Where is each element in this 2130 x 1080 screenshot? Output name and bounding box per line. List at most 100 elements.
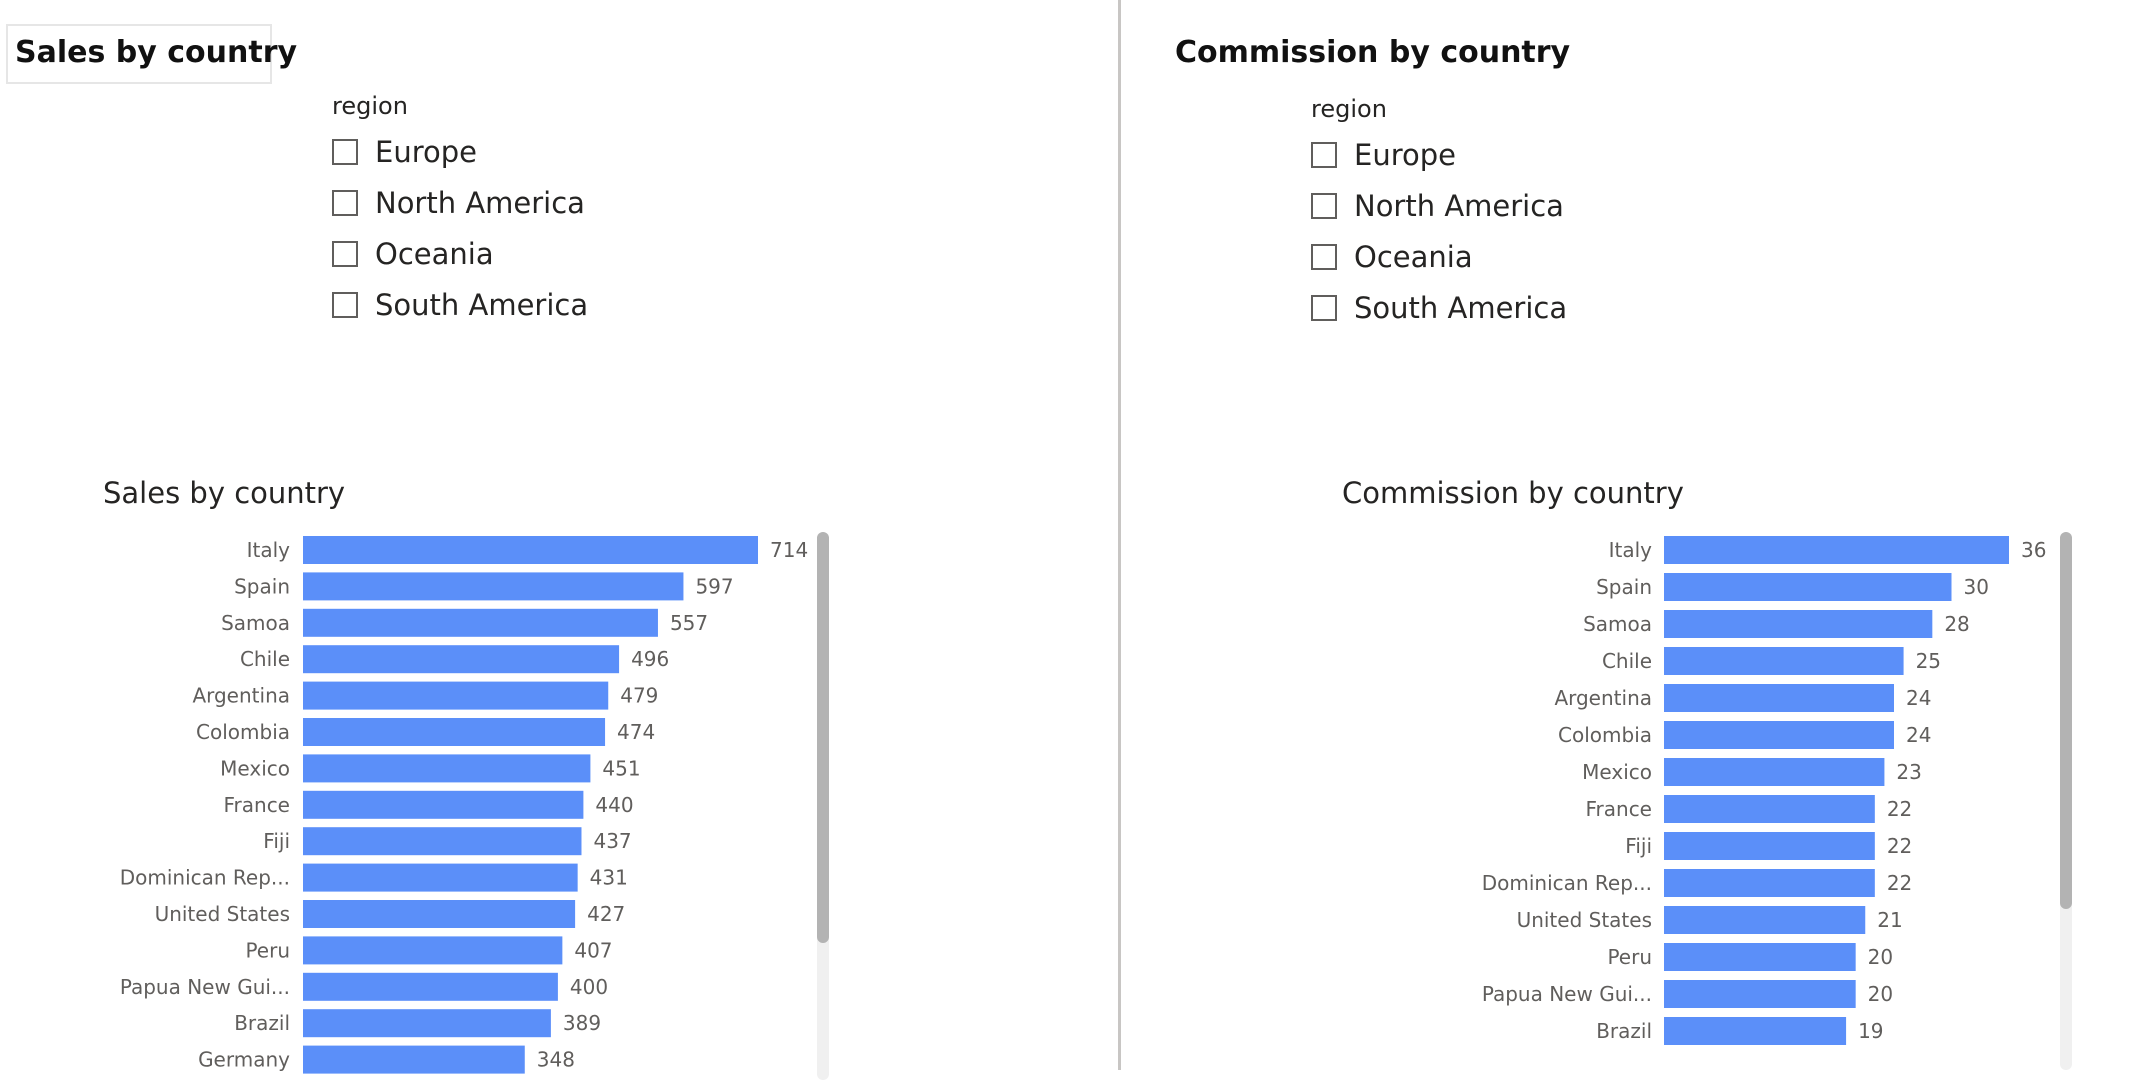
- data-label: 714: [770, 538, 808, 562]
- category-label: Colombia: [196, 720, 290, 744]
- slicer-item-label: South America: [375, 287, 589, 322]
- bar[interactable]: [1664, 536, 2009, 564]
- bar[interactable]: [1664, 758, 1885, 786]
- data-label: 557: [670, 611, 708, 635]
- data-label: 437: [593, 829, 631, 853]
- bar[interactable]: [303, 972, 558, 1001]
- category-label: Italy: [1609, 538, 1653, 562]
- bar[interactable]: [1664, 610, 1933, 638]
- chart-scrollbar[interactable]: [2060, 532, 2072, 1070]
- slicer-item-europe[interactable]: Europe: [1311, 129, 1567, 180]
- data-label: 30: [1964, 575, 1989, 599]
- sales-bar-chart[interactable]: Italy 714 Spain 597 Samoa 557 Chile 496 Argentin…: [100, 532, 830, 1080]
- category-label: Germany: [198, 1048, 290, 1072]
- category-label: Papua New Gui...: [120, 975, 290, 999]
- data-label: 474: [617, 720, 655, 744]
- scrollbar-thumb[interactable]: [2060, 532, 2072, 909]
- slicer-item-oceania[interactable]: Oceania: [332, 228, 588, 279]
- data-label: 479: [620, 684, 658, 708]
- bar[interactable]: [303, 827, 582, 856]
- data-label: 451: [602, 756, 640, 780]
- checkbox[interactable]: [332, 189, 358, 216]
- bar[interactable]: [303, 1045, 525, 1074]
- category-label: Spain: [1596, 575, 1652, 599]
- slicer-item-oceania[interactable]: Oceania: [1311, 231, 1567, 282]
- bar[interactable]: [1664, 906, 1866, 934]
- data-label: 28: [1944, 612, 1969, 636]
- category-label: Fiji: [1625, 834, 1652, 858]
- bar[interactable]: [1664, 647, 1904, 675]
- slicer-item-label: Oceania: [375, 236, 494, 271]
- data-label: 407: [574, 938, 612, 962]
- chart-scrollbar[interactable]: [817, 532, 829, 1080]
- checkbox[interactable]: [1311, 192, 1337, 219]
- bar[interactable]: [1664, 832, 1875, 860]
- commission-bar-chart[interactable]: Italy 36 Spain 30 Samoa 28 Chile 25 Argentina 24 C…: [1322, 532, 2130, 1062]
- checkbox[interactable]: [332, 138, 358, 165]
- bar-chart-svg: Italy 36 Spain 30 Samoa 28 Chile 25 Argentina 24 C…: [1482, 536, 2046, 1045]
- checkbox[interactable]: [1311, 294, 1337, 321]
- bar[interactable]: [303, 1009, 551, 1038]
- checkbox[interactable]: [332, 240, 358, 267]
- bar[interactable]: [1664, 573, 1952, 601]
- category-label: Argentina: [1554, 686, 1652, 710]
- bar[interactable]: [303, 608, 658, 637]
- slicer-item-label: Europe: [1354, 137, 1456, 172]
- category-label: Argentina: [192, 684, 290, 708]
- slicer-item-south-america[interactable]: South America: [1311, 282, 1567, 333]
- slicer-item-label: North America: [1354, 188, 1564, 223]
- slicer-item-north-america[interactable]: North America: [1311, 180, 1567, 231]
- chart-title: Sales by country: [103, 476, 346, 510]
- bar[interactable]: [1664, 869, 1875, 897]
- bar[interactable]: [303, 900, 576, 928]
- checkbox[interactable]: [1311, 141, 1337, 168]
- bar[interactable]: [1664, 721, 1894, 749]
- right-report-panel: Commission by country region Europe Nort…: [1122, 0, 2130, 1080]
- category-label: Samoa: [1583, 612, 1652, 636]
- bar[interactable]: [303, 645, 620, 674]
- bar[interactable]: [1664, 795, 1875, 823]
- left-report-panel: Sales by country region Europe North Ame…: [6, 24, 830, 1080]
- bar[interactable]: [303, 790, 584, 819]
- data-label: 496: [631, 647, 669, 671]
- bar[interactable]: [303, 936, 563, 965]
- data-label: 400: [570, 975, 608, 999]
- bar[interactable]: [303, 754, 591, 783]
- bar[interactable]: [303, 863, 578, 892]
- bar[interactable]: [1664, 684, 1894, 712]
- checkbox[interactable]: [332, 291, 358, 318]
- data-label: 431: [590, 866, 628, 890]
- checkbox[interactable]: [1311, 243, 1337, 270]
- bar[interactable]: [303, 718, 606, 746]
- bar[interactable]: [303, 572, 684, 601]
- bar[interactable]: [303, 681, 609, 710]
- slicer-item-label: North America: [375, 185, 585, 220]
- slicer-item-europe[interactable]: Europe: [332, 126, 588, 177]
- category-label: Italy: [247, 538, 291, 562]
- bar[interactable]: [1664, 1017, 1847, 1045]
- slicer-header: region: [1311, 95, 1387, 123]
- bar[interactable]: [1664, 943, 1856, 971]
- slicer-item-label: South America: [1354, 290, 1568, 325]
- category-label: Chile: [240, 647, 290, 671]
- slicer-item-north-america[interactable]: North America: [332, 177, 588, 228]
- slicer-item-south-america[interactable]: South America: [332, 279, 588, 330]
- category-label: Chile: [1602, 649, 1652, 673]
- data-label: 24: [1906, 723, 1931, 747]
- data-label: 24: [1906, 686, 1931, 710]
- category-label: United States: [1517, 908, 1652, 932]
- page-title: Sales by country: [15, 35, 298, 70]
- bar[interactable]: [1664, 980, 1856, 1008]
- scrollbar-thumb[interactable]: [817, 532, 829, 943]
- page-title-box[interactable]: [6, 24, 272, 84]
- data-label: 19: [1858, 1019, 1883, 1043]
- slicer-item-label: Oceania: [1354, 239, 1473, 274]
- category-label: Papua New Gui...: [1482, 982, 1652, 1006]
- category-label: United States: [155, 902, 290, 926]
- data-label: 440: [595, 793, 633, 817]
- data-label: 427: [587, 902, 625, 926]
- category-label: Brazil: [234, 1011, 290, 1035]
- data-label: 389: [563, 1011, 601, 1035]
- bar[interactable]: [303, 536, 758, 564]
- category-label: Mexico: [1582, 760, 1652, 784]
